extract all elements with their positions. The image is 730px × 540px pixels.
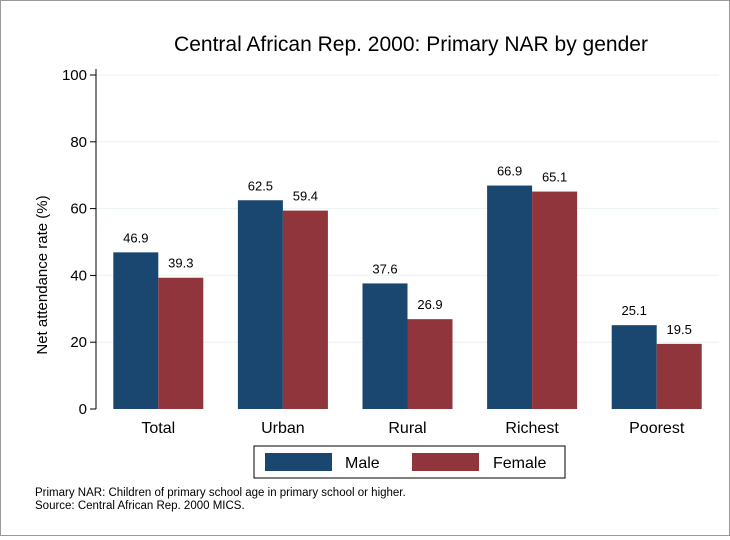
bar-female: [158, 277, 204, 409]
data-label: 26.9: [417, 297, 442, 312]
data-label: 66.9: [497, 164, 522, 179]
legend-label-male: Male: [345, 455, 380, 472]
bar-male: [362, 283, 408, 409]
note-source: Source: Central African Rep. 2000 MICS.: [35, 500, 245, 512]
bar-female: [282, 210, 328, 409]
y-tick-label: 80: [70, 134, 87, 151]
y-tick-label: 40: [70, 267, 87, 284]
data-label: 46.9: [123, 230, 148, 245]
bars: 46.9 39.3 62.5 59.4 37.6 26.9 66.9 65.1 25.1 19.5: [113, 164, 702, 409]
y-tick-label: 100: [62, 67, 87, 84]
x-tick-label: Urban: [261, 420, 305, 437]
bar-male: [237, 200, 283, 409]
bar-female: [532, 191, 578, 409]
bar-male: [487, 185, 533, 409]
data-label: 37.6: [372, 261, 397, 276]
note-definition: Primary NAR: Children of primary school …: [35, 487, 406, 499]
x-tick-label: Poorest: [629, 420, 685, 437]
y-tick-label: 60: [70, 201, 87, 218]
data-label: 39.3: [168, 256, 193, 271]
legend-label-female: Female: [493, 455, 546, 472]
legend: Male Female: [253, 445, 566, 479]
bar-male: [611, 325, 657, 409]
y-tick-label: 0: [79, 401, 87, 418]
y-axis-label: Net attendance rate (%): [34, 195, 51, 354]
legend-swatch-male: [265, 453, 332, 471]
legend-swatch-female: [412, 453, 479, 471]
bar-female: [407, 319, 453, 409]
x-tick-label: Rural: [388, 420, 426, 437]
bar-male: [113, 252, 159, 409]
y-tick-label: 20: [70, 334, 87, 351]
data-label: 65.1: [542, 170, 567, 185]
data-label: 25.1: [622, 303, 647, 318]
x-tick-label: Richest: [505, 420, 559, 437]
x-tick-label: Total: [141, 420, 175, 437]
data-label: 62.5: [248, 178, 273, 193]
bar-female: [656, 343, 702, 409]
data-label: 59.4: [293, 189, 318, 204]
data-label: 19.5: [667, 322, 692, 337]
chart-title: Central African Rep. 2000: Primary NAR b…: [174, 33, 648, 56]
y-axis: 0 20 40 60 80 100: [62, 67, 97, 418]
x-tick-labels: Total Urban Rural Richest Poorest: [141, 420, 684, 437]
